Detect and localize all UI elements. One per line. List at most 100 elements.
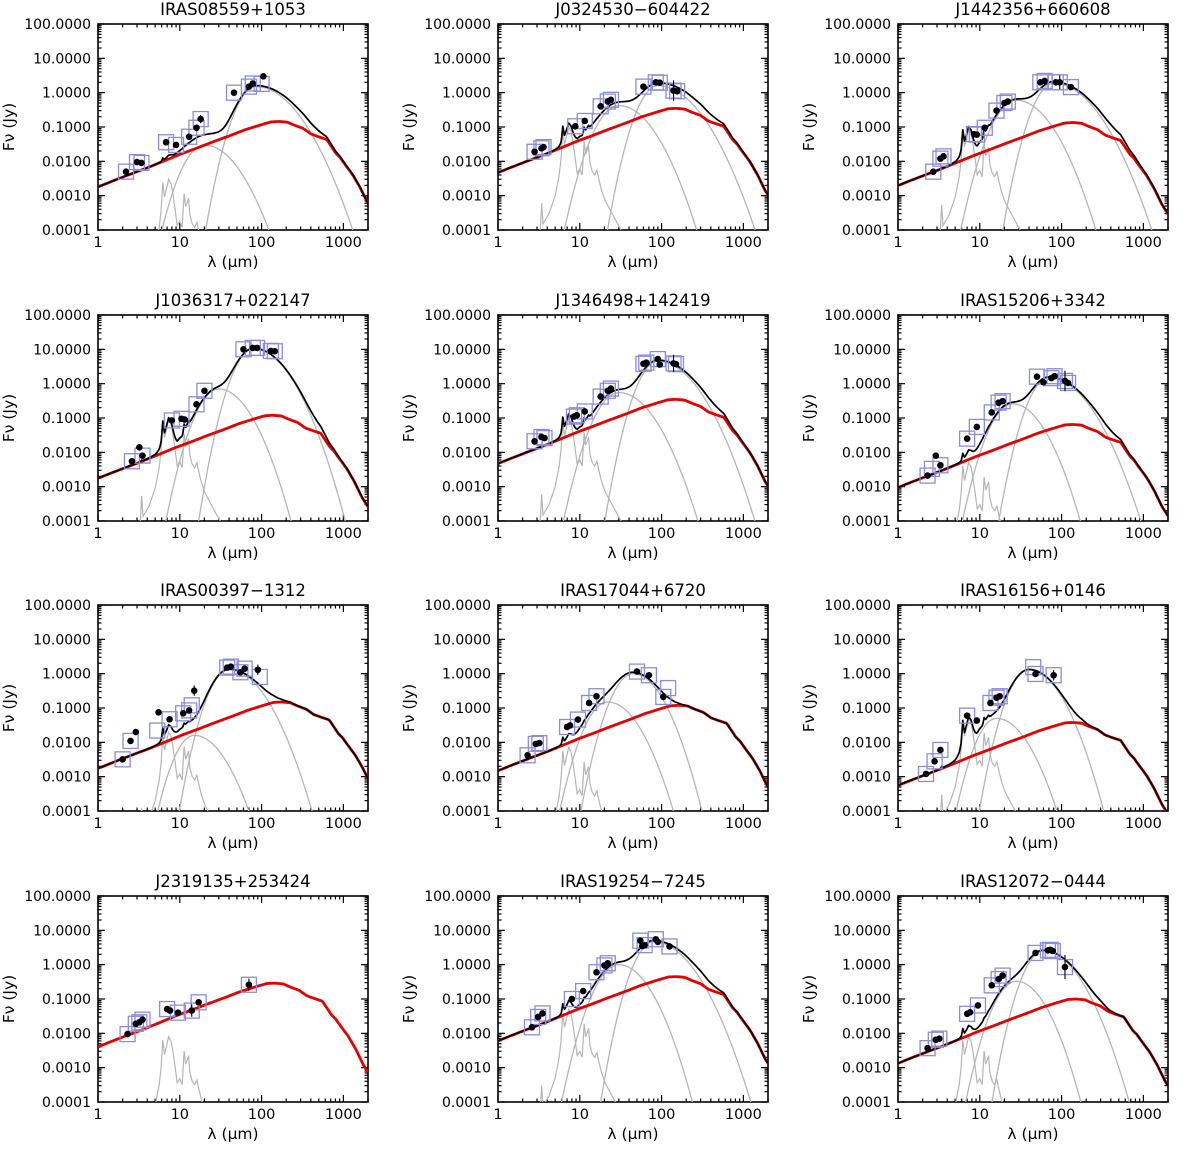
x-tick-label: 10 [971, 526, 989, 542]
y-tick-label: 100.0000 [424, 17, 491, 33]
photometry-point [573, 411, 581, 419]
y-tick-label: 100.0000 [24, 889, 91, 905]
y-tick-label: 0.0100 [842, 154, 891, 170]
photometry-square [599, 954, 616, 971]
photometry-square [1062, 78, 1080, 96]
y-tick-label: 0.0010 [42, 1060, 91, 1076]
photometry-point [574, 716, 582, 723]
panel-title: J1036317+022147 [154, 291, 310, 310]
photometry-points [524, 668, 667, 759]
photometry-point [1049, 947, 1057, 954]
photometry-square [149, 722, 166, 739]
y-tick-label: 0.0100 [42, 735, 91, 751]
photometry-point [1061, 963, 1069, 970]
photometry-square [931, 1030, 948, 1047]
photometry-square [968, 418, 985, 435]
sed-chart: IRAS08559+1053 1 10 100 1000 100.0000 10.0000 1… [0, 0, 369, 271]
x-tick-label: 10 [571, 235, 589, 251]
photometry-point [119, 756, 126, 763]
photometry-point [579, 987, 587, 994]
photometry-point [932, 451, 940, 459]
photometry-point [197, 115, 204, 123]
y-tick-label: 0.0100 [442, 445, 491, 461]
photometry-point [1050, 671, 1057, 679]
panel-title: J1346498+142419 [554, 291, 710, 310]
photometry-point [1051, 372, 1058, 379]
photometry-point [195, 998, 202, 1006]
x-tick-label: 1 [93, 526, 102, 542]
panel-title: J0324530−604422 [554, 0, 710, 19]
photometry-point [230, 89, 238, 96]
y-axis-label: Fν (Jy) [0, 684, 18, 732]
photometry-point [593, 692, 600, 700]
pah-component-curve [158, 177, 200, 230]
y-tick-label: 10.0000 [33, 342, 91, 358]
x-axis-label: λ (μm) [207, 1125, 258, 1143]
aperture-squares [119, 976, 258, 1042]
y-tick-label: 0.0001 [442, 804, 491, 820]
photometry-square [659, 679, 677, 697]
photometry-square [990, 970, 1007, 987]
photometry-point [188, 1006, 196, 1014]
photometry-point [127, 737, 134, 745]
sed-chart: IRAS16156+0146 1 10 100 1000 100.0000 10.0000 1… [800, 581, 1169, 852]
x-tick-label: 1 [493, 526, 502, 542]
photometry-point [987, 699, 994, 707]
photometry-point [540, 143, 547, 151]
x-tick-label: 1 [493, 1107, 502, 1123]
photometry-point [139, 1015, 146, 1023]
photometry-point [1032, 949, 1039, 956]
photometry-point [607, 96, 615, 104]
x-tick-label: 100 [1048, 526, 1076, 542]
photometry-point [201, 386, 208, 394]
y-tick-label: 0.0001 [42, 804, 91, 820]
photometry-square [576, 112, 593, 130]
photometry-square [635, 78, 652, 95]
y-tick-label: 1.0000 [442, 957, 491, 973]
axis-ticks [897, 894, 1169, 1103]
sed-panel-8: IRAS17044+6720 1 10 100 1000 100.0000 10.0000 1… [400, 581, 800, 872]
sed-panel-2: J0324530−604422 1 10 100 1000 100.0000 10.0000… [400, 0, 800, 291]
photometry-square [976, 119, 993, 136]
axis-ticks [897, 23, 1169, 231]
photometry-square [533, 140, 550, 157]
y-axis-label: Fν (Jy) [800, 974, 818, 1022]
x-tick-label: 10 [171, 235, 189, 251]
total-model-curve [98, 668, 368, 780]
photometry-square [958, 430, 976, 447]
photometry-square [958, 1005, 976, 1022]
photometry-point [673, 87, 681, 95]
axes-frame [897, 604, 1169, 812]
sed-chart: IRAS00397−1312 1 10 100 1000 100.0000 10.0000 1… [0, 581, 369, 852]
y-tick-label: 100.0000 [424, 598, 491, 614]
photometry-point [656, 79, 664, 87]
photometry-square [527, 735, 544, 753]
y-tick-label: 1.0000 [42, 667, 91, 683]
photometry-square [131, 1013, 148, 1030]
photometry-point [633, 668, 641, 675]
x-tick-label: 10 [971, 816, 989, 832]
y-axis-label: Fν (Jy) [0, 103, 18, 151]
photometry-square [119, 1025, 136, 1042]
photometry-point [1064, 379, 1072, 386]
photometry-square [958, 707, 976, 724]
photometry-square [919, 1039, 936, 1056]
y-axis-label: Fν (Jy) [800, 684, 818, 732]
photometry-square [1043, 369, 1060, 386]
photometry-point [249, 80, 257, 87]
photometry-point [581, 407, 589, 415]
photometry-point [929, 168, 937, 175]
photometry-point [654, 355, 662, 362]
x-axis-label: λ (μm) [207, 253, 258, 271]
x-tick-label: 1 [893, 816, 902, 832]
x-tick-label: 1 [893, 235, 902, 251]
axis-ticks [897, 604, 1169, 812]
photometry-square [1059, 374, 1077, 391]
photometry-square [222, 658, 239, 675]
x-tick-label: 1000 [725, 1107, 762, 1123]
aperture-squares [526, 74, 686, 160]
x-tick-label: 1 [93, 235, 102, 251]
y-tick-label: 10.0000 [433, 342, 491, 358]
sed-chart: J1346498+142419 1 10 100 1000 100.0000 10.0000… [400, 291, 769, 562]
photometry-point [190, 687, 198, 694]
